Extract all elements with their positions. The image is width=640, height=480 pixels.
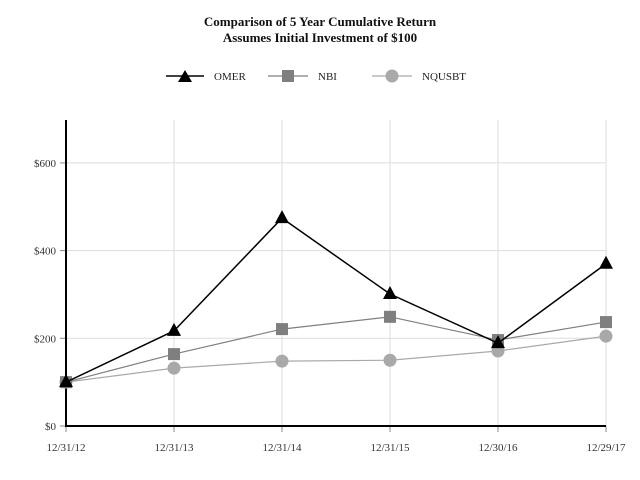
circle-marker-icon bbox=[167, 361, 181, 375]
axes bbox=[60, 120, 607, 432]
triangle-marker-icon bbox=[167, 322, 181, 336]
square-marker-icon bbox=[384, 310, 396, 323]
circle-marker-icon bbox=[385, 69, 399, 83]
y-tick-label: $200 bbox=[34, 333, 57, 345]
y-tick-label: $400 bbox=[34, 246, 57, 258]
square-marker-icon bbox=[168, 348, 180, 361]
x-tick-label: 12/29/17 bbox=[586, 442, 626, 454]
x-tick-label: 12/30/16 bbox=[478, 442, 518, 454]
gridlines bbox=[66, 120, 607, 426]
tick-labels: $0 $200 $400 $600 12/31/12 12/31/13 12/31/14 12… bbox=[34, 158, 626, 454]
series-nbi bbox=[60, 310, 612, 389]
legend: OMER NBI NQUSBT bbox=[166, 69, 466, 83]
x-tick-label: 12/31/13 bbox=[154, 442, 194, 454]
x-tick-label: 12/31/12 bbox=[46, 442, 85, 454]
circle-marker-icon bbox=[275, 354, 289, 368]
y-tick-label: $0 bbox=[45, 421, 57, 433]
triangle-marker-icon bbox=[59, 374, 73, 388]
legend-label: NQUSBT bbox=[422, 71, 466, 83]
chart-subtitle: Assumes Initial Investment of $100 bbox=[222, 30, 418, 45]
series-omer bbox=[59, 210, 613, 388]
data-series bbox=[59, 210, 613, 389]
circle-marker-icon bbox=[383, 353, 397, 367]
legend-item-omer: OMER bbox=[166, 70, 246, 83]
legend-label: OMER bbox=[214, 71, 246, 83]
chart-title: Comparison of 5 Year Cumulative Return bbox=[203, 14, 437, 29]
legend-item-nqusbt: NQUSBT bbox=[372, 69, 466, 83]
triangle-marker-icon bbox=[491, 335, 505, 349]
x-tick-label: 12/31/15 bbox=[370, 442, 410, 454]
triangle-marker-icon bbox=[275, 210, 289, 224]
legend-label: NBI bbox=[318, 71, 337, 83]
triangle-marker-icon bbox=[178, 70, 192, 82]
square-marker-icon bbox=[282, 70, 294, 82]
triangle-marker-icon bbox=[599, 255, 613, 269]
square-marker-icon bbox=[276, 323, 288, 336]
circle-marker-icon bbox=[599, 329, 613, 343]
y-tick-label: $600 bbox=[34, 158, 57, 170]
square-marker-icon bbox=[600, 316, 612, 329]
x-tick-label: 12/31/14 bbox=[262, 442, 302, 454]
legend-item-nbi: NBI bbox=[268, 70, 337, 83]
triangle-marker-icon bbox=[383, 286, 397, 300]
